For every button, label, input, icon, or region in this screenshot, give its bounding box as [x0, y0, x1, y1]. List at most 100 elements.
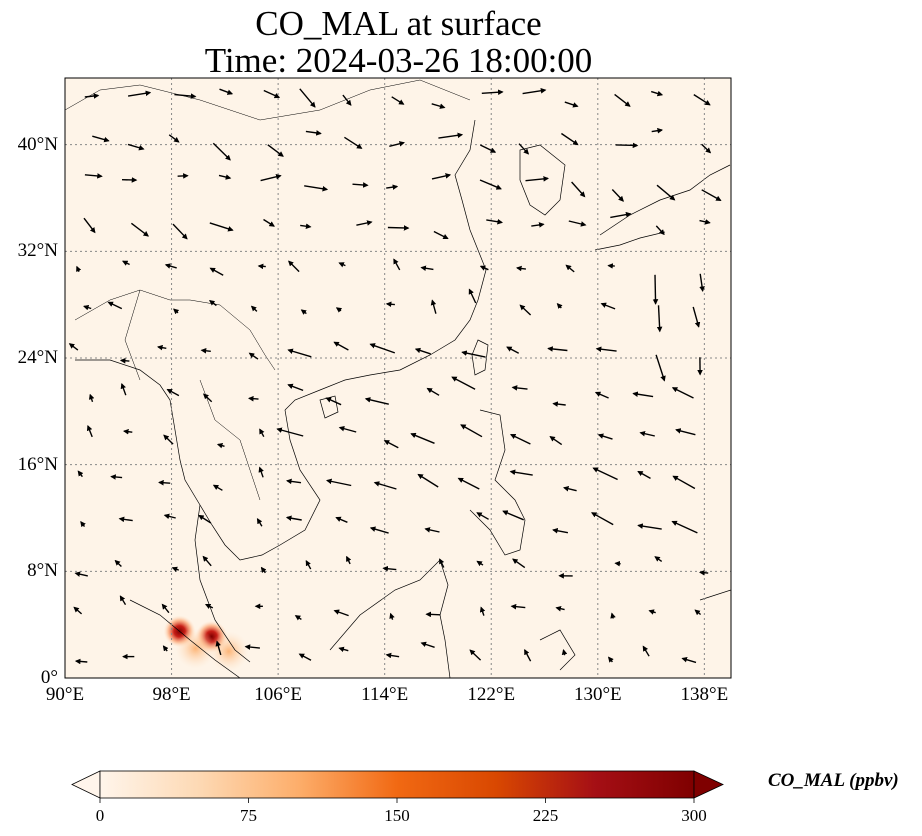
colorbar-tick-label: 225	[532, 806, 559, 825]
lat-tick-label: 32°N	[17, 240, 58, 262]
wind-arrow	[610, 211, 632, 219]
wind-arrow	[294, 615, 302, 621]
lon-tick-label: 138°E	[680, 684, 729, 705]
wind-arrow	[333, 341, 349, 351]
wind-arrow	[325, 397, 342, 406]
wind-arrow	[168, 134, 180, 143]
wind-arrow	[389, 612, 395, 620]
colorbar-tick-label: 0	[95, 806, 105, 825]
wind-arrow	[84, 173, 103, 179]
wind-arrow	[391, 96, 405, 105]
wind-arrow	[83, 304, 92, 311]
wind-arrow	[285, 478, 302, 485]
wind-arrow	[326, 478, 352, 487]
lat-tick-label: 0°	[40, 667, 58, 688]
wind-arrow	[84, 93, 100, 99]
wind-arrow	[208, 300, 217, 307]
wind-arrow	[549, 436, 563, 446]
wind-arrow	[656, 184, 676, 201]
wind-arrow	[568, 220, 587, 227]
wind-arrow	[594, 391, 609, 399]
lat-tick-label: 8°N	[27, 560, 58, 582]
wind-arrow	[701, 189, 722, 202]
colorbar-high-extend	[693, 770, 724, 799]
wind-arrow	[410, 432, 435, 444]
wind-arrow	[563, 486, 577, 492]
wind-arrow	[258, 466, 264, 478]
wind-arrow	[611, 189, 624, 202]
wind-arrow	[600, 302, 616, 310]
wind-arrow	[335, 516, 348, 523]
wind-arrow	[431, 173, 452, 180]
wind-arrow	[173, 308, 180, 315]
wind-arrow	[83, 217, 96, 234]
wind-arrow	[158, 479, 171, 486]
co-hotspot	[175, 628, 216, 669]
wind-arrow	[119, 595, 127, 606]
wind-arrow	[369, 526, 389, 534]
wind-arrow	[364, 397, 389, 405]
wind-arrow	[260, 174, 282, 182]
wind-arrow	[107, 301, 123, 310]
wind-arrow	[209, 222, 234, 232]
wind-arrow	[118, 516, 133, 523]
wind-arrow	[369, 343, 396, 354]
wind-arrow	[120, 382, 127, 396]
wind-arrow	[164, 263, 177, 269]
wind-arrow	[212, 142, 231, 161]
wind-arrow	[276, 427, 304, 437]
wind-arrow	[387, 225, 410, 231]
wind-arrow	[156, 344, 167, 351]
wind-arrow	[202, 393, 213, 403]
wind-arrow	[675, 428, 696, 436]
wind-arrow	[451, 376, 476, 390]
lon-tick-label: 106°E	[254, 684, 302, 705]
wind-vectors	[68, 88, 722, 665]
wind-arrow	[77, 470, 84, 478]
colorbar-gradient	[99, 770, 695, 799]
wind-arrow	[382, 565, 397, 572]
wind-arrow	[561, 649, 568, 656]
wind-arrow	[174, 93, 197, 99]
wind-arrow	[509, 433, 531, 445]
wind-arrow	[300, 223, 312, 229]
wind-arrow	[615, 142, 639, 149]
wind-arrow	[522, 88, 547, 95]
wind-arrow	[250, 305, 258, 312]
wind-arrow	[556, 302, 563, 310]
wind-arrow	[385, 652, 400, 659]
wind-arrow	[163, 434, 174, 445]
wind-arrow	[481, 89, 504, 95]
wind-arrow	[614, 93, 631, 107]
wind-arrow	[461, 350, 486, 358]
wind-arrow	[699, 273, 705, 293]
wind-arrow	[512, 558, 526, 569]
wind-arrow	[393, 258, 401, 271]
colorbar-tick-label: 300	[681, 806, 707, 825]
wind-arrow	[200, 348, 211, 354]
wind-arrow	[479, 265, 489, 271]
wind-arrow	[651, 90, 664, 97]
wind-arrow	[163, 513, 176, 520]
wind-arrow	[479, 144, 497, 153]
wind-arrow	[162, 645, 169, 652]
colorbar-tick-label: 150	[384, 806, 410, 825]
lon-tick-label: 130°E	[573, 684, 622, 705]
wind-arrow	[218, 174, 232, 180]
wind-arrow	[267, 144, 284, 157]
wind-arrow	[244, 644, 260, 650]
wind-arrow	[460, 424, 483, 438]
wind-arrow	[386, 184, 399, 190]
wind-arrow	[468, 288, 477, 304]
wind-arrow	[607, 656, 614, 663]
wind-arrow	[219, 88, 234, 95]
wind-arrow	[333, 609, 349, 617]
wind-arrow	[637, 523, 662, 530]
wind-arrow	[595, 346, 617, 353]
wind-arrow	[287, 348, 312, 358]
wind-arrow	[469, 649, 482, 661]
wind-arrow	[699, 219, 711, 225]
wind-arrow	[420, 641, 435, 648]
wind-arrow	[476, 560, 484, 567]
